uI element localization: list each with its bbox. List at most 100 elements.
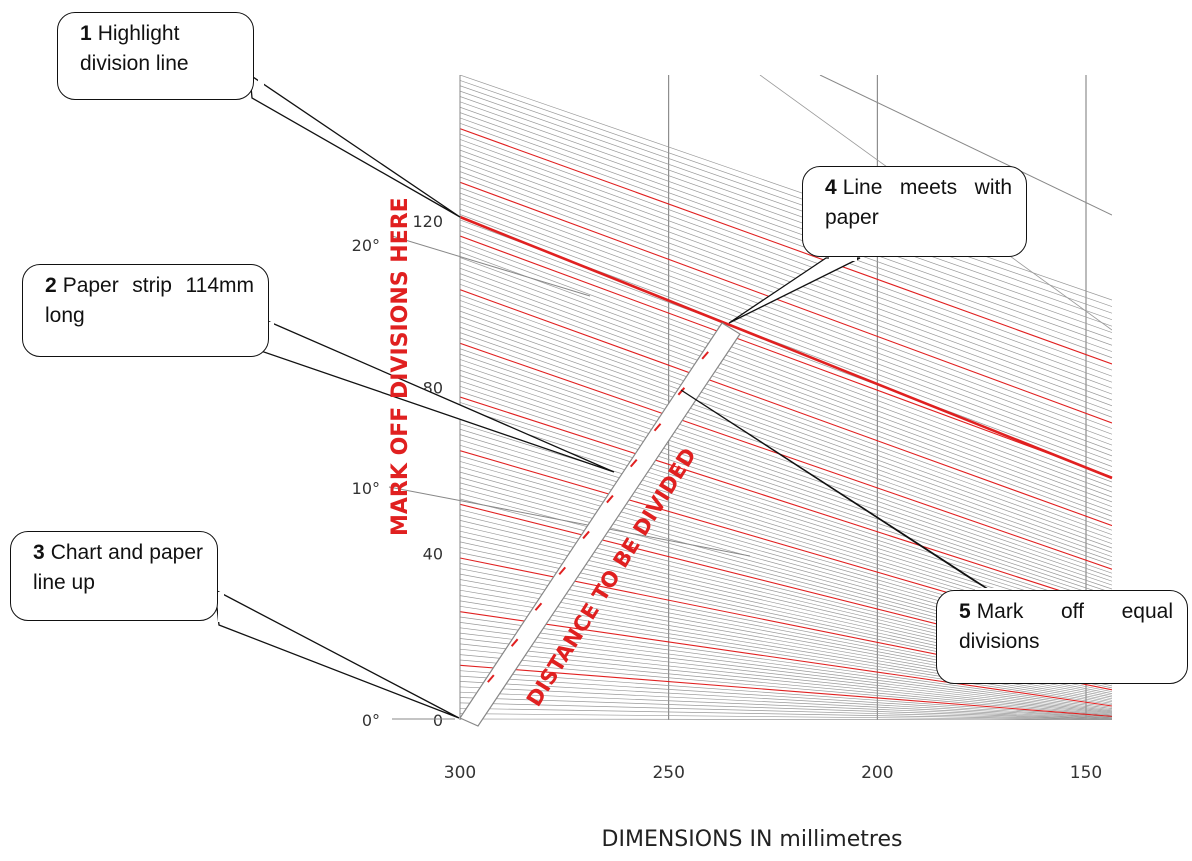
division-line-14 [460,643,1112,714]
division-line-116 [460,96,1112,327]
division-line-84 [460,267,1112,508]
x-tick-label-250: 250 [652,763,684,783]
division-line-15 [460,638,1112,713]
division-line-91 [460,230,1112,473]
pointer-callout-5 [680,389,1006,601]
division-line-97 [460,198,1112,441]
division-line-74 [460,321,1112,553]
division-line-red-70 [460,342,1112,570]
division-line-115 [460,101,1112,333]
x-tick-label-200: 200 [861,763,893,783]
division-line-106 [460,149,1112,389]
division-line-6 [460,686,1112,719]
division-line-red-110 [460,128,1112,365]
division-line-red-60 [460,396,1112,609]
division-line-108 [460,139,1112,377]
division-line-red-100 [460,181,1112,424]
callout-1-text: Highlight division line [80,22,189,75]
strip-mark-3 [534,602,543,611]
callout-5: 5 Mark off equal divisions [936,590,1188,684]
division-line-101 [460,176,1112,418]
strip-mark-10 [701,351,709,360]
callout-5-text: Mark off equal divisions [959,600,1173,653]
callout-pointers [214,73,1006,719]
division-line-94 [460,214,1112,457]
division-line-107 [460,144,1112,383]
division-line-16 [460,632,1112,712]
callout-3-text: Chart and paper line up [33,541,203,594]
division-line-79 [460,294,1112,531]
paper-strip [459,322,741,727]
division-line-117 [460,90,1112,321]
y-tick-label-40: 40 [423,545,443,564]
division-line-68 [460,353,1112,578]
angle-tick-label-0: 0° [362,711,380,730]
division-line-71 [460,337,1112,566]
division-line-red-20 [460,611,1112,707]
strip-mark-5 [582,530,590,540]
strip-mark-4 [558,566,567,576]
strip-mark-1 [487,674,495,683]
division-line-19 [460,616,1112,708]
division-line-red-90 [460,235,1112,478]
division-line-77 [460,305,1112,540]
division-line-61 [460,391,1112,605]
division-line-2 [460,707,1112,720]
angle-line-20 [391,235,591,297]
grid-diagonal [819,75,1112,216]
division-line-red-80 [460,289,1112,527]
division-line-12 [460,654,1112,716]
division-line-21 [460,605,1112,706]
division-line-red-10 [460,664,1112,717]
division-line-85 [460,262,1112,503]
callout-3: 3 Chart and paper line up [10,531,218,621]
division-line-69 [460,348,1112,574]
division-line-86 [460,257,1112,498]
division-line-18 [460,622,1112,709]
y-tick-label-0: 0 [433,711,443,730]
division-line-64 [460,375,1112,594]
division-line-72 [460,332,1112,562]
callout-4-number: 4 [825,176,837,199]
division-line-0 [460,718,1112,720]
division-line-82 [460,278,1112,517]
division-line-120 [460,75,1112,301]
division-line-109 [460,133,1112,371]
highlighted-division-line [459,215,1113,480]
x-tick-label-150: 150 [1070,763,1102,783]
x-tick-label-300: 300 [444,763,476,783]
division-line-7 [460,681,1112,719]
strip-mark-9 [677,387,686,396]
pointer-join-mask-4 [829,255,857,261]
division-line-83 [460,273,1112,512]
division-line-78 [460,300,1112,536]
division-line-75 [460,316,1112,549]
division-line-98 [460,192,1112,435]
division-line-111 [460,122,1112,359]
division-line-58 [460,407,1112,615]
division-line-9 [460,670,1112,718]
pointer-join-mask-2 [268,322,274,348]
division-line-17 [460,627,1112,711]
callout-4-text: Line meets with paper [825,176,1012,229]
division-line-88 [460,246,1112,488]
division-line-104 [460,160,1112,401]
division-line-4 [460,697,1112,720]
callout-1: 1 Highlight division line [57,12,254,100]
pointer-callout-2 [257,319,615,473]
division-line-96 [460,203,1112,446]
division-line-87 [460,251,1112,493]
division-line-8 [460,675,1112,718]
angle-tick-label-20: 20° [352,236,380,255]
division-line-3 [460,702,1112,720]
division-line-92 [460,224,1112,467]
division-line-67 [460,359,1112,582]
pointer-callout-4 [728,257,861,324]
division-line-89 [460,241,1112,483]
x-axis-title: DIMENSIONS IN millimetres [602,827,903,852]
strip-mark-6 [606,494,614,504]
division-line-113 [460,112,1112,346]
y-tick-label-120: 120 [412,212,443,231]
